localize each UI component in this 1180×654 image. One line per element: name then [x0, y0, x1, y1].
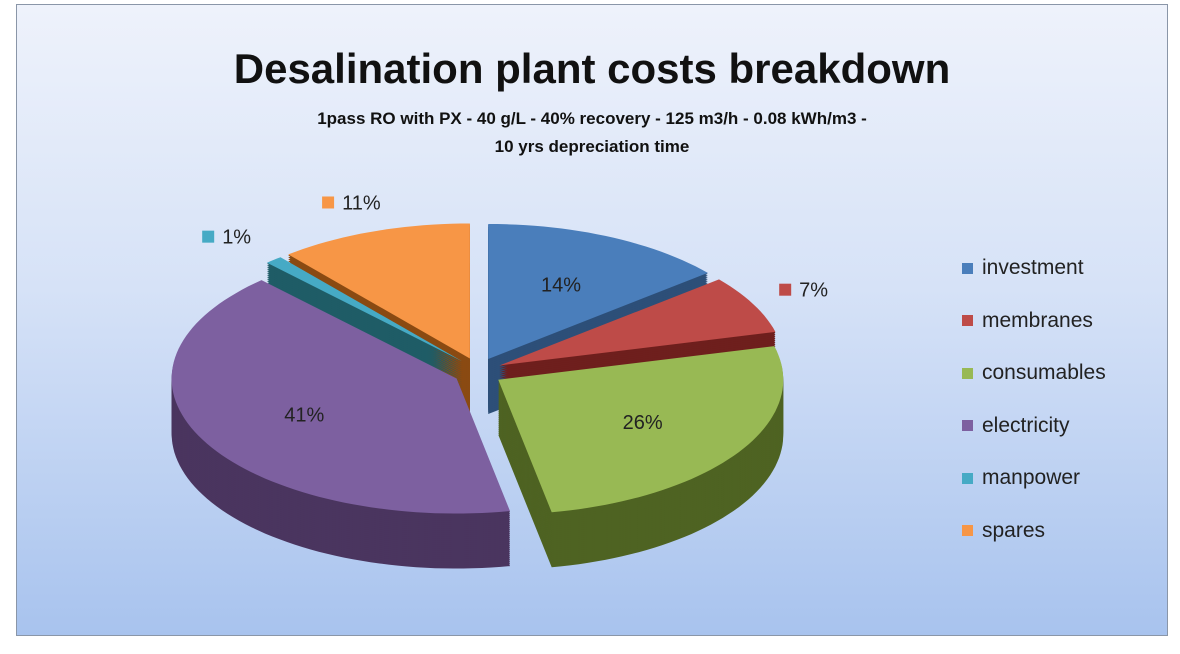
chart-subtitle-line-2: 10 yrs depreciation time — [494, 137, 690, 156]
pie-slice-spares — [288, 223, 470, 359]
legend-swatch — [962, 315, 973, 326]
pie-slice-manpower — [267, 257, 463, 362]
legend-item-manpower: manpower — [962, 466, 1080, 490]
legend-label: manpower — [982, 466, 1081, 489]
legend-item-investment: investment — [962, 256, 1084, 280]
legend-item-electricity: electricity — [962, 414, 1070, 438]
pie-slice-consumables — [498, 346, 784, 513]
legend-label: membranes — [982, 308, 1093, 332]
pie-slice-membranes — [499, 279, 776, 366]
legend-swatch — [962, 367, 973, 379]
pie-slice-investment — [488, 224, 708, 359]
data-label-marker-manpower — [202, 230, 215, 243]
data-label-electricity: 41% — [284, 404, 324, 426]
data-label-marker-membranes — [779, 283, 792, 296]
legend-swatch — [962, 525, 973, 536]
legend-label: consumables — [982, 361, 1106, 384]
data-label-investment: 14% — [541, 275, 581, 297]
legend-swatch — [962, 420, 973, 431]
legend-label: electricity — [982, 413, 1070, 437]
pie-slice-electricity — [171, 280, 510, 514]
data-label-spares: 11% — [342, 192, 381, 214]
legend-label: spares — [982, 518, 1046, 542]
data-label-marker-spares — [322, 196, 335, 209]
legend-swatch — [962, 472, 973, 484]
data-label-consumables: 26% — [623, 412, 663, 434]
legend-item-spares: spares — [962, 519, 1045, 543]
legend-item-consumables: consumables — [962, 361, 1106, 385]
data-label-membranes: 7% — [799, 280, 828, 302]
chart-title: Desalination plant costs breakdown — [233, 45, 951, 92]
legend-swatch — [962, 262, 973, 274]
legend-item-membranes: membranes — [962, 309, 1093, 333]
legend-label: investment — [982, 256, 1084, 279]
data-label-manpower: 1% — [222, 227, 251, 249]
chart-subtitle-line-1: 1pass RO with PX - 40 g/L - 40% recovery… — [317, 109, 867, 128]
